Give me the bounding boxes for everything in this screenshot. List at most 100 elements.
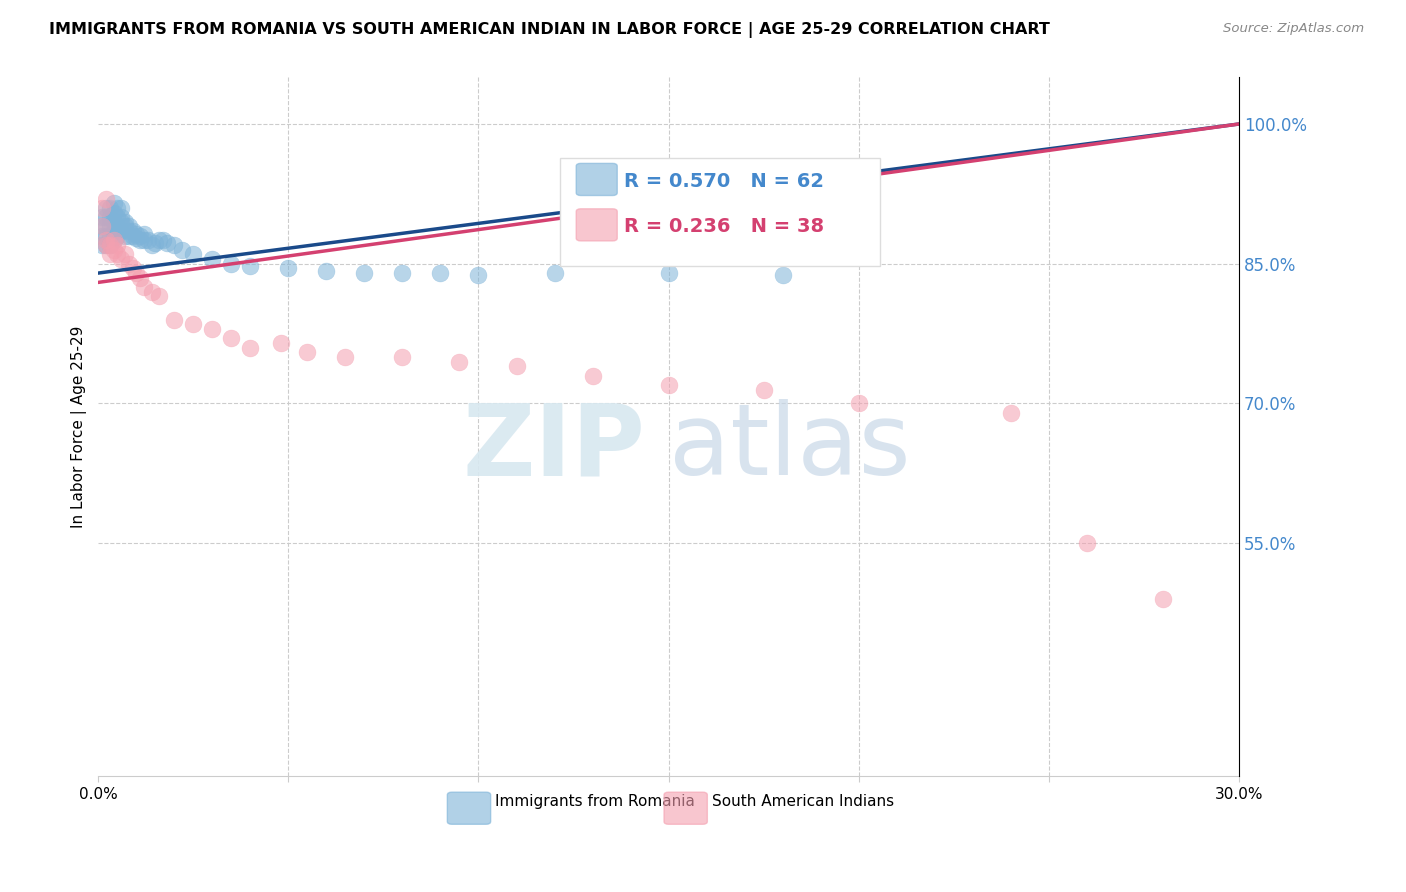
- Point: [848, 396, 870, 410]
- Point: [103, 215, 125, 229]
- Text: Immigrants from Romania: Immigrants from Romania: [495, 794, 695, 808]
- Point: [110, 215, 132, 229]
- Point: [658, 377, 681, 392]
- Point: [315, 264, 337, 278]
- Point: [103, 205, 125, 219]
- Point: [103, 234, 125, 248]
- Text: Source: ZipAtlas.com: Source: ZipAtlas.com: [1223, 22, 1364, 36]
- Point: [1000, 406, 1022, 420]
- Y-axis label: In Labor Force | Age 25-29: In Labor Force | Age 25-29: [72, 326, 87, 528]
- Point: [103, 196, 125, 211]
- Point: [103, 224, 125, 238]
- Point: [467, 268, 489, 282]
- Point: [94, 238, 117, 252]
- Point: [145, 236, 167, 251]
- Point: [121, 228, 143, 243]
- Point: [94, 234, 117, 248]
- FancyBboxPatch shape: [447, 792, 491, 824]
- Point: [277, 261, 299, 276]
- Point: [110, 224, 132, 238]
- Point: [132, 227, 155, 241]
- Point: [163, 238, 186, 252]
- Point: [91, 201, 114, 215]
- Point: [98, 247, 121, 261]
- Point: [335, 350, 357, 364]
- Point: [183, 247, 205, 261]
- Point: [772, 268, 794, 282]
- Point: [239, 259, 262, 273]
- Point: [270, 335, 292, 350]
- Point: [148, 234, 170, 248]
- Point: [125, 227, 148, 241]
- Point: [297, 345, 319, 359]
- Point: [98, 210, 121, 224]
- Point: [141, 285, 163, 299]
- Point: [183, 318, 205, 332]
- Point: [103, 243, 125, 257]
- Point: [239, 341, 262, 355]
- Point: [152, 234, 174, 248]
- Point: [129, 234, 152, 248]
- Point: [105, 201, 128, 215]
- Point: [129, 270, 152, 285]
- Point: [129, 228, 152, 243]
- FancyBboxPatch shape: [576, 209, 617, 241]
- Point: [110, 201, 132, 215]
- Point: [121, 261, 143, 276]
- Text: atlas: atlas: [669, 400, 910, 496]
- Text: IMMIGRANTS FROM ROMANIA VS SOUTH AMERICAN INDIAN IN LABOR FORCE | AGE 25-29 CORR: IMMIGRANTS FROM ROMANIA VS SOUTH AMERICA…: [49, 22, 1050, 38]
- Point: [136, 234, 159, 248]
- Text: R = 0.236   N = 38: R = 0.236 N = 38: [624, 217, 824, 236]
- Point: [170, 243, 193, 257]
- Text: R = 0.570   N = 62: R = 0.570 N = 62: [624, 172, 824, 191]
- Point: [91, 228, 114, 243]
- Point: [163, 312, 186, 326]
- Point: [98, 201, 121, 215]
- Point: [110, 210, 132, 224]
- Point: [94, 219, 117, 234]
- Point: [391, 266, 413, 280]
- Point: [658, 266, 681, 280]
- Point: [201, 252, 224, 266]
- Point: [94, 192, 117, 206]
- Point: [91, 219, 114, 234]
- Point: [449, 354, 471, 368]
- Point: [114, 247, 136, 261]
- Point: [105, 228, 128, 243]
- Point: [98, 238, 121, 252]
- Point: [118, 219, 141, 234]
- Point: [121, 224, 143, 238]
- Point: [543, 266, 565, 280]
- Point: [353, 266, 375, 280]
- FancyBboxPatch shape: [560, 158, 880, 266]
- FancyBboxPatch shape: [576, 163, 617, 195]
- Point: [221, 257, 243, 271]
- Point: [391, 350, 413, 364]
- Point: [98, 238, 121, 252]
- Point: [91, 210, 114, 224]
- Point: [156, 236, 179, 251]
- Point: [132, 280, 155, 294]
- Point: [1152, 592, 1174, 607]
- Point: [125, 266, 148, 280]
- Point: [752, 383, 775, 397]
- Point: [118, 224, 141, 238]
- Point: [132, 234, 155, 248]
- Point: [505, 359, 527, 374]
- Point: [98, 228, 121, 243]
- Point: [114, 219, 136, 234]
- Point: [105, 247, 128, 261]
- Point: [110, 252, 132, 266]
- Point: [94, 228, 117, 243]
- Point: [125, 230, 148, 244]
- Point: [94, 201, 117, 215]
- Point: [94, 238, 117, 252]
- Point: [105, 238, 128, 252]
- Point: [105, 210, 128, 224]
- Point: [98, 219, 121, 234]
- Point: [148, 289, 170, 303]
- Point: [105, 219, 128, 234]
- Point: [1076, 536, 1098, 550]
- Point: [114, 215, 136, 229]
- Point: [103, 234, 125, 248]
